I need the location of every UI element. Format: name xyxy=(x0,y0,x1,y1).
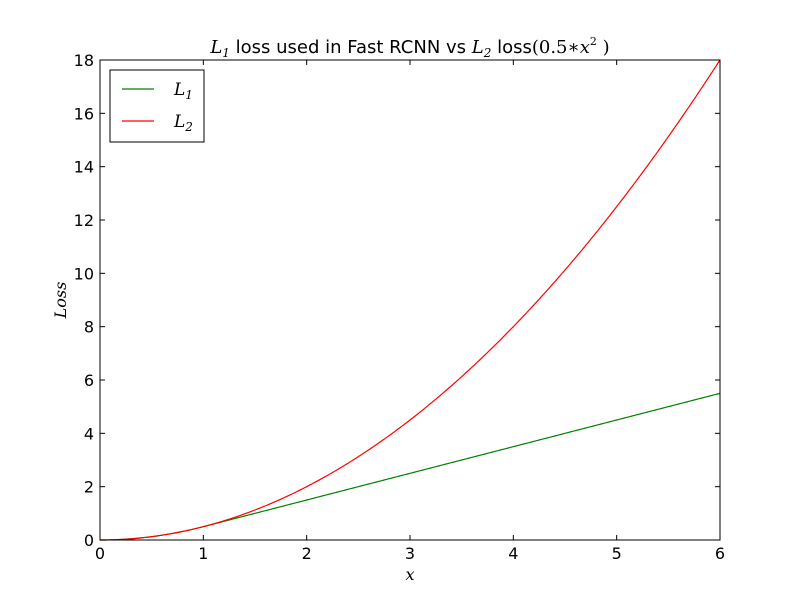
title-l2-var: L xyxy=(471,37,484,58)
y-tick-label: 4 xyxy=(84,424,94,443)
legend-l2-sub: 2 xyxy=(184,120,193,134)
y-axis-label: Loss xyxy=(51,282,70,320)
y-tick-label: 2 xyxy=(84,478,94,497)
x-tick-label: 3 xyxy=(405,544,415,563)
y-tick-label: 16 xyxy=(74,104,94,123)
y-tick-label: 0 xyxy=(84,531,94,550)
y-tick-label: 10 xyxy=(74,264,94,283)
series-line-l2 xyxy=(99,59,721,541)
x-tick-label: 5 xyxy=(612,544,622,563)
x-tick-label: 1 xyxy=(198,544,208,563)
y-tick-label: 14 xyxy=(74,158,94,177)
series-layer xyxy=(99,59,721,541)
title-l1-sub: 1 xyxy=(222,46,230,60)
y-tick-label: 12 xyxy=(74,211,94,230)
title-middle-text: loss used in Fast RCNN vs xyxy=(230,37,472,58)
y-tick-label: 6 xyxy=(84,371,94,390)
x-tick-label: 4 xyxy=(508,544,518,563)
chart-title: L1 loss used in Fast RCNN vs L2 loss(0.5… xyxy=(209,35,609,60)
title-l2-sub: 2 xyxy=(483,46,492,60)
title-l1-var: L xyxy=(209,37,222,58)
title-formula-open: (0.5∗ xyxy=(532,37,580,58)
legend: L1 L2 xyxy=(109,69,205,143)
x-tick-label: 0 xyxy=(95,544,105,563)
title-formula-close: ) xyxy=(597,37,610,58)
title-formula-sup: 2 xyxy=(590,35,597,48)
title-formula-var: x xyxy=(580,37,590,58)
legend-entry-l2: L2 xyxy=(173,112,193,134)
legend-l1-var: L xyxy=(173,80,185,100)
y-tick-label: 18 xyxy=(74,51,94,70)
legend-l1-sub: 1 xyxy=(185,88,193,102)
x-tick-label: 6 xyxy=(715,544,725,563)
x-tick-label: 2 xyxy=(302,544,312,563)
legend-entry-l1: L1 xyxy=(173,80,193,102)
y-tick-label: 8 xyxy=(84,318,94,337)
legend-l2-var: L xyxy=(173,112,185,132)
title-loss-text: loss xyxy=(491,37,532,58)
legend-box xyxy=(109,69,205,143)
x-axis-label: x xyxy=(405,565,414,584)
